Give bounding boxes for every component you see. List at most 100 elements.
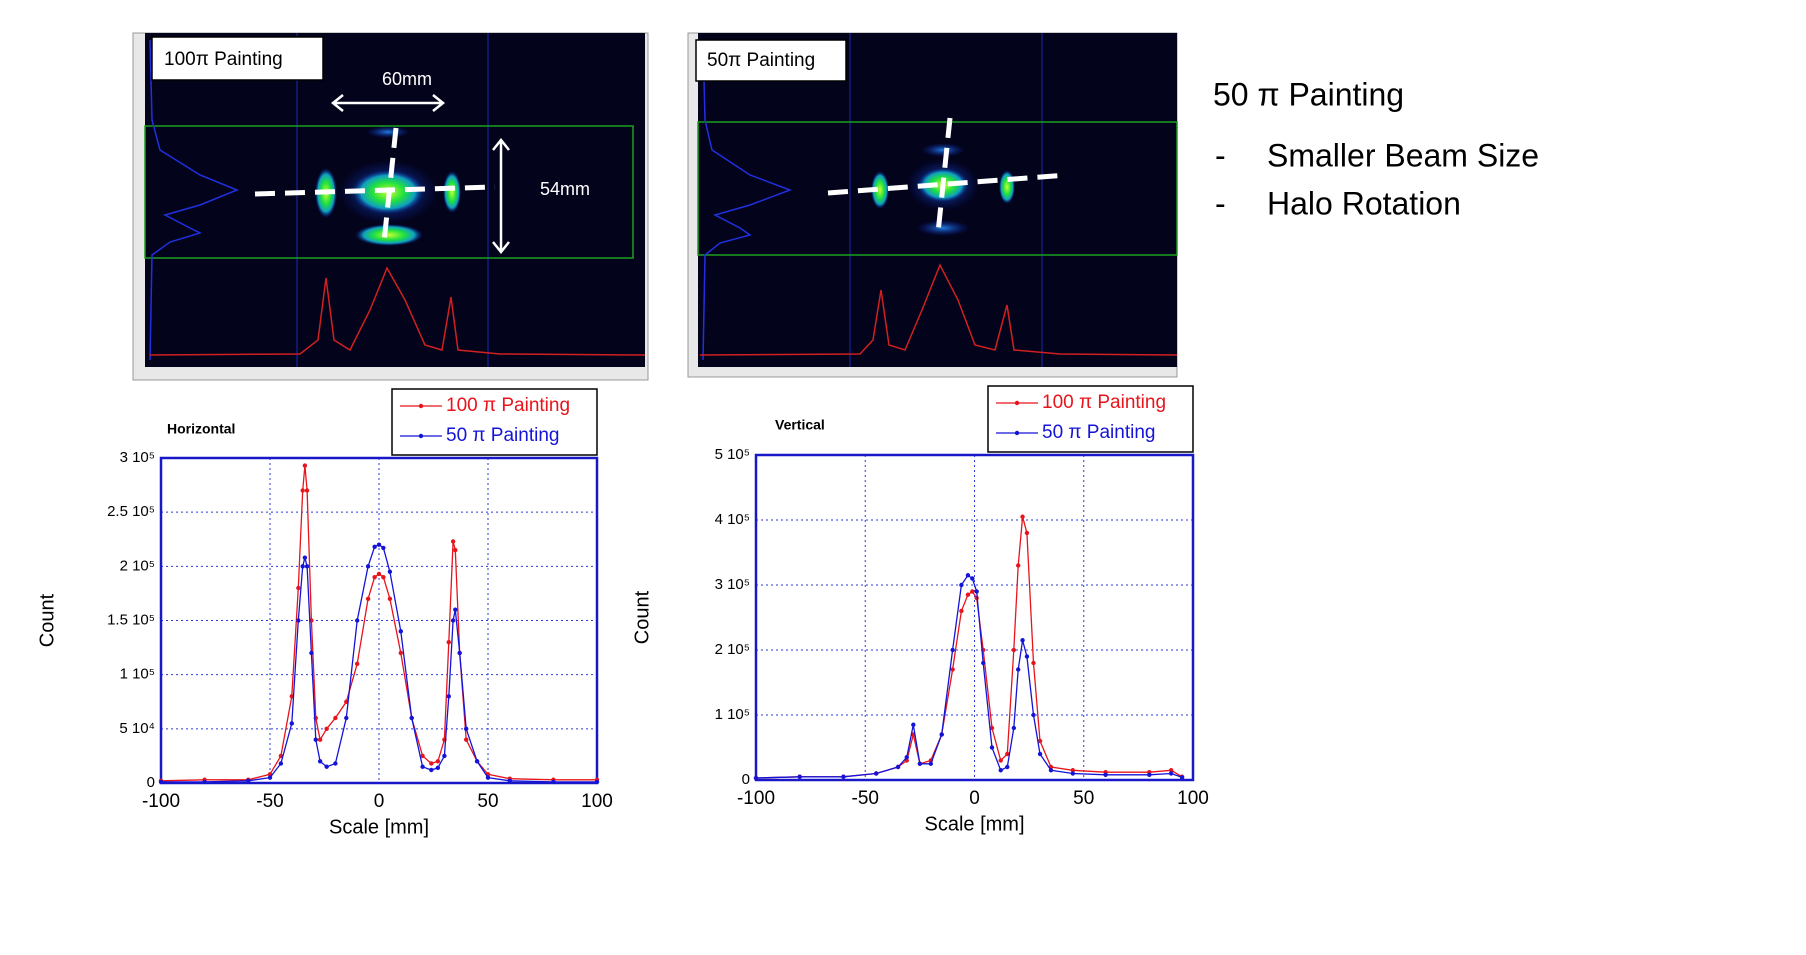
- y-tick-label: 5 10⁴: [119, 720, 155, 737]
- bullet-text: Smaller Beam Size: [1267, 137, 1539, 173]
- series-line: [161, 543, 597, 783]
- data-point: [917, 761, 923, 766]
- y-tick-label: 3 10⁵: [120, 449, 155, 466]
- beam-image: 50π Painting: [687, 32, 1178, 378]
- data-point: [753, 775, 759, 781]
- data-point: [950, 647, 955, 653]
- y-axis-label: Count: [631, 590, 653, 644]
- data-point: [1070, 771, 1076, 776]
- data-point: [485, 775, 491, 780]
- data-point: [446, 694, 451, 699]
- data-point: [344, 715, 349, 721]
- data-point: [1031, 712, 1036, 718]
- y-tick-label: 2 10⁵: [120, 557, 155, 574]
- data-point: [507, 778, 512, 784]
- data-point: [959, 582, 964, 588]
- data-point: [309, 650, 314, 656]
- data-point: [989, 745, 995, 750]
- data-point: [435, 759, 441, 764]
- data-point: [1147, 772, 1152, 777]
- data-point: [998, 768, 1003, 773]
- y-tick-label: 5 10⁵: [715, 446, 750, 463]
- data-point: [1168, 771, 1174, 776]
- data-point: [376, 571, 382, 577]
- data-point: [446, 639, 451, 645]
- y-tick-label: 1 10⁵: [715, 706, 750, 723]
- bullet-text: Halo Rotation: [1267, 185, 1461, 221]
- legend-label: 100 π Painting: [446, 395, 570, 416]
- data-point: [970, 576, 975, 581]
- data-point: [974, 589, 979, 594]
- x-tick-label: 0: [374, 791, 385, 812]
- beam-image: 100π Painting 60mm 54mm: [132, 32, 649, 381]
- data-point: [939, 732, 944, 737]
- data-point: [1179, 775, 1185, 780]
- data-point: [365, 564, 371, 569]
- data-point: [398, 629, 403, 634]
- data-point: [302, 463, 308, 468]
- data-point: [381, 545, 386, 551]
- data-point: [429, 761, 434, 766]
- x-axis-label: Scale [mm]: [329, 816, 429, 838]
- data-point: [398, 650, 403, 656]
- x-tick-label: 100: [581, 791, 613, 812]
- chart: 0 5 10⁴ 1 10⁵ 1.5 10⁵ 2 10⁵ 2.5 10⁵ 3 10⁵ -100 -…: [36, 388, 613, 838]
- data-point: [300, 564, 305, 569]
- data-point: [895, 764, 901, 770]
- data-point: [911, 722, 916, 727]
- y-tick-label: 1.5 10⁵: [107, 611, 155, 628]
- data-point: [304, 564, 310, 569]
- y-tick-label: 1 10⁵: [120, 666, 155, 683]
- data-point: [1048, 768, 1054, 773]
- data-point: [278, 761, 284, 766]
- data-point: [1037, 738, 1043, 744]
- data-point: [981, 660, 986, 666]
- data-point: [551, 779, 556, 785]
- data-point: [365, 596, 371, 602]
- series-line: [755, 516, 1183, 779]
- series-line: [160, 465, 597, 782]
- legend-label: 100 π Painting: [1042, 392, 1166, 413]
- data-point: [376, 542, 382, 547]
- bullet-marker: -: [1215, 137, 1226, 173]
- data-point: [333, 761, 338, 766]
- data-point: [1070, 768, 1076, 773]
- chart-title: Horizontal: [167, 421, 235, 437]
- data-point: [928, 761, 933, 766]
- data-point: [246, 778, 251, 784]
- data-point: [202, 779, 207, 785]
- data-point: [450, 539, 456, 544]
- data-point: [1168, 768, 1174, 773]
- data-point: [1031, 660, 1036, 666]
- data-point: [429, 767, 434, 773]
- data-point: [464, 726, 469, 732]
- data-point: [450, 618, 456, 623]
- data-point: [442, 753, 447, 759]
- data-point: [372, 544, 377, 550]
- data-point: [381, 574, 386, 580]
- y-tick-label: 4 10⁵: [715, 511, 750, 528]
- x-tick-label: 50: [1073, 788, 1094, 809]
- x-tick-label: -100: [737, 788, 775, 809]
- data-point: [387, 596, 393, 602]
- bullet-marker: -: [1215, 185, 1226, 221]
- y-axis-label: Count: [36, 593, 58, 647]
- data-point: [1011, 647, 1017, 653]
- data-point: [304, 488, 310, 493]
- data-point: [1103, 772, 1108, 777]
- data-point: [409, 715, 414, 721]
- legend-box: [391, 388, 598, 456]
- data-point: [302, 555, 308, 560]
- data-point: [387, 569, 393, 574]
- x-tick-label: -50: [852, 788, 879, 809]
- data-point: [420, 753, 425, 759]
- legend-swatch: [1014, 430, 1020, 436]
- data-point: [300, 488, 305, 493]
- plot-frame: [754, 453, 1195, 782]
- data-point: [267, 775, 273, 780]
- data-point: [1020, 638, 1025, 643]
- data-point: [1024, 654, 1030, 659]
- y-tick-label: 0: [147, 774, 155, 791]
- x-axis-label: Scale [mm]: [924, 813, 1024, 835]
